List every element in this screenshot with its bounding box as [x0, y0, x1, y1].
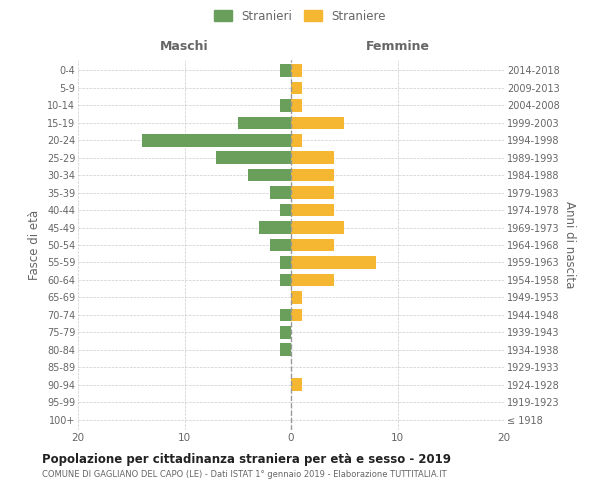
Text: COMUNE DI GAGLIANO DEL CAPO (LE) - Dati ISTAT 1° gennaio 2019 - Elaborazione TUT: COMUNE DI GAGLIANO DEL CAPO (LE) - Dati …: [42, 470, 446, 479]
Bar: [291, 308, 302, 321]
Y-axis label: Anni di nascita: Anni di nascita: [563, 202, 576, 288]
Bar: [291, 82, 302, 94]
Text: Femmine: Femmine: [365, 40, 430, 52]
Bar: [238, 116, 291, 129]
Bar: [291, 256, 376, 268]
Bar: [142, 134, 291, 146]
Bar: [291, 134, 302, 146]
Bar: [291, 169, 334, 181]
Bar: [280, 64, 291, 77]
Bar: [280, 274, 291, 286]
Legend: Stranieri, Straniere: Stranieri, Straniere: [209, 5, 391, 28]
Bar: [280, 204, 291, 216]
Bar: [248, 169, 291, 181]
Bar: [291, 291, 302, 304]
Bar: [217, 152, 291, 164]
Bar: [291, 186, 334, 199]
Bar: [280, 326, 291, 338]
Bar: [280, 344, 291, 356]
Text: Maschi: Maschi: [160, 40, 209, 52]
Bar: [270, 186, 291, 199]
Bar: [270, 238, 291, 252]
Bar: [259, 222, 291, 234]
Bar: [291, 204, 334, 216]
Bar: [280, 308, 291, 321]
Bar: [291, 222, 344, 234]
Bar: [291, 64, 302, 77]
Bar: [291, 99, 302, 112]
Bar: [291, 238, 334, 252]
Bar: [280, 99, 291, 112]
Y-axis label: Fasce di età: Fasce di età: [28, 210, 41, 280]
Bar: [280, 256, 291, 268]
Bar: [291, 274, 334, 286]
Text: Popolazione per cittadinanza straniera per età e sesso - 2019: Popolazione per cittadinanza straniera p…: [42, 452, 451, 466]
Bar: [291, 378, 302, 391]
Bar: [291, 152, 334, 164]
Bar: [291, 116, 344, 129]
